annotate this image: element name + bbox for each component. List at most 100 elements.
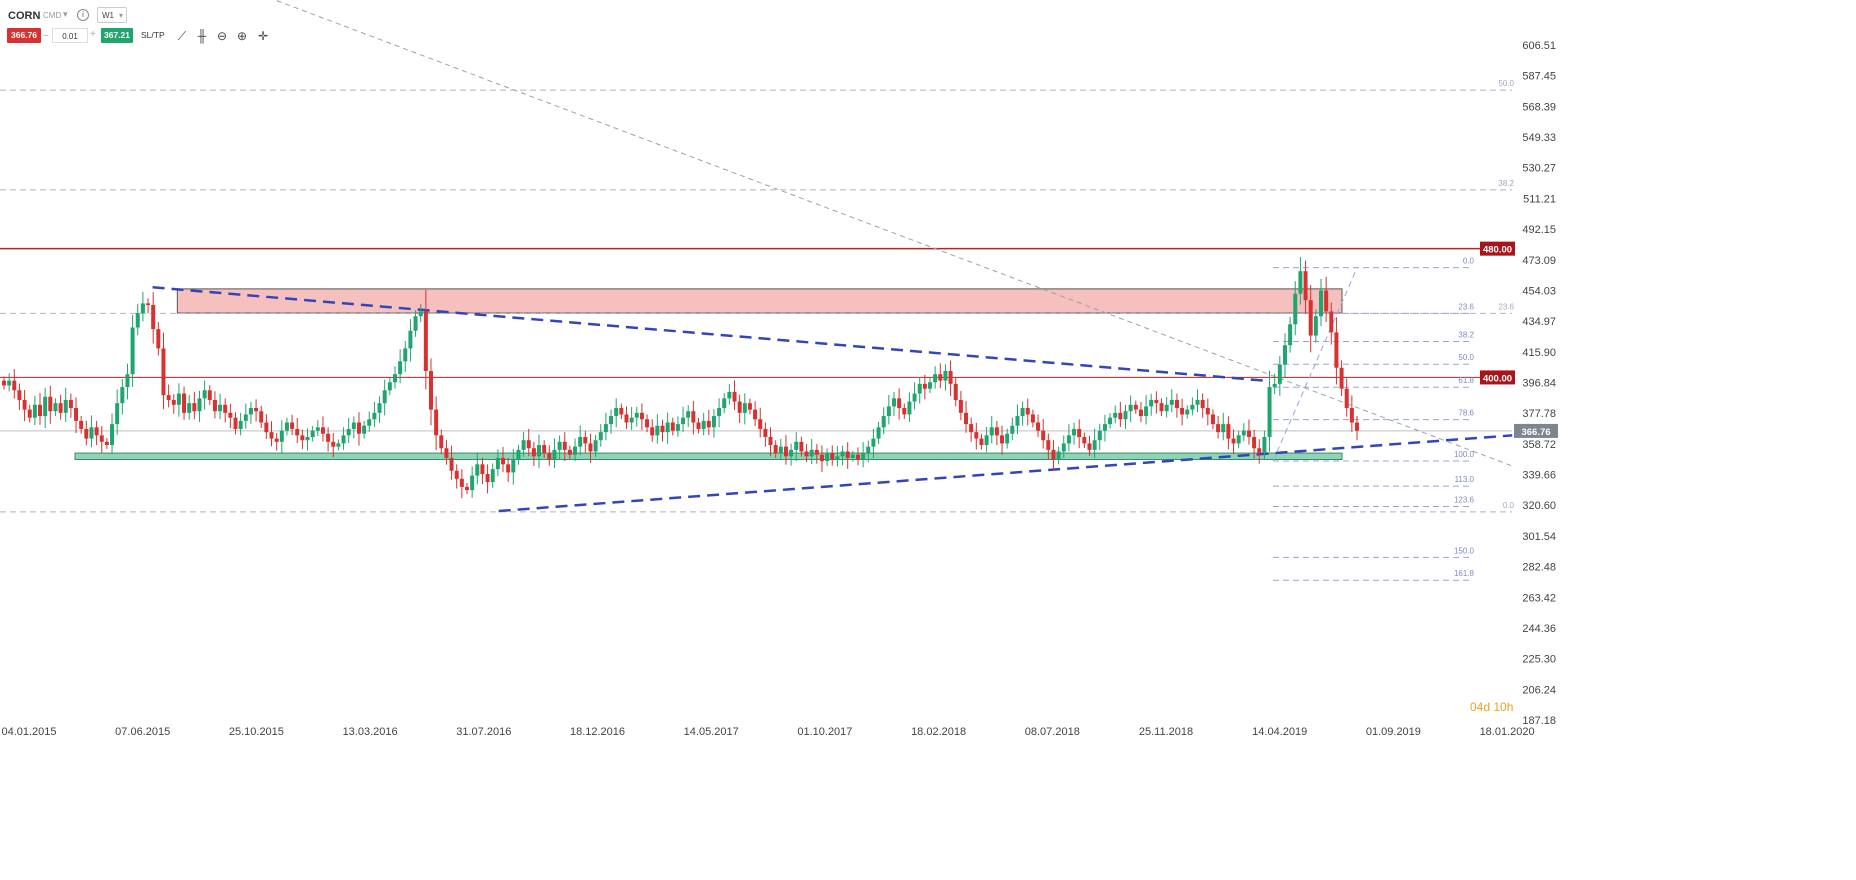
candle-body bbox=[274, 438, 279, 442]
decrease-quantity-button[interactable]: – bbox=[43, 30, 49, 41]
candle-body bbox=[269, 432, 274, 439]
candle-body bbox=[1108, 417, 1113, 425]
candle-body bbox=[778, 446, 783, 454]
line-chart-icon[interactable]: ⟋ bbox=[177, 29, 187, 43]
fib-recent-label: 23.6 bbox=[1458, 302, 1474, 311]
candle-body bbox=[789, 449, 794, 457]
chevron-down-icon[interactable]: ▾ bbox=[63, 9, 68, 19]
candle-body bbox=[32, 404, 37, 418]
candle-body bbox=[1092, 440, 1097, 450]
y-tick-label: 396.84 bbox=[1522, 378, 1556, 390]
candle-body bbox=[583, 436, 588, 444]
candle-body bbox=[814, 449, 819, 455]
candle-body bbox=[1046, 440, 1051, 450]
candle-body bbox=[886, 406, 891, 417]
candle-body bbox=[701, 420, 706, 429]
down-trend-line bbox=[152, 286, 1266, 382]
crosshair-icon[interactable]: ✛ bbox=[257, 29, 269, 43]
x-tick-label: 07.06.2015 bbox=[115, 726, 170, 738]
y-tick-label: 606.51 bbox=[1522, 40, 1556, 52]
increase-quantity-button[interactable]: + bbox=[90, 29, 96, 40]
candle-body bbox=[485, 474, 490, 483]
sell-button[interactable]: 366.76 bbox=[7, 28, 41, 43]
x-tick-label: 31.07.2016 bbox=[456, 726, 511, 738]
y-tick-label: 187.18 bbox=[1522, 715, 1556, 727]
candle-body bbox=[1036, 422, 1041, 431]
candle-body bbox=[645, 419, 650, 428]
candle-body bbox=[1180, 408, 1185, 415]
candle-body bbox=[171, 399, 176, 405]
candle-body bbox=[1257, 448, 1262, 454]
x-tick-label: 14.05.2017 bbox=[684, 726, 739, 738]
buy-button[interactable]: 367.21 bbox=[101, 28, 133, 43]
y-tick-label: 263.42 bbox=[1522, 592, 1556, 604]
candle-body bbox=[1339, 367, 1344, 389]
trendlines-layer bbox=[152, 0, 1513, 513]
candle-body bbox=[428, 370, 433, 410]
candle-body bbox=[367, 419, 372, 426]
candle-body bbox=[928, 382, 933, 389]
candle-body bbox=[660, 425, 665, 433]
zoom-out-icon[interactable]: ⊖ bbox=[216, 29, 228, 43]
candles-layer bbox=[2, 257, 1359, 499]
market-label: CMD bbox=[43, 11, 62, 20]
candle-body bbox=[1313, 316, 1318, 336]
candle-body bbox=[876, 427, 881, 439]
candle-body bbox=[413, 316, 418, 331]
candle-body bbox=[1087, 443, 1092, 450]
fibonacci-layer: 50.0 38.2 23.6 0.0 0.0 23.6 38.2 50.0 61.8 78.6 10… bbox=[0, 79, 1515, 581]
candles-icon[interactable]: ╫ bbox=[197, 29, 207, 43]
candle-body bbox=[336, 443, 341, 447]
y-tick-label: 530.27 bbox=[1522, 163, 1556, 175]
candle-body bbox=[1015, 416, 1020, 426]
candle-body bbox=[63, 399, 68, 413]
candle-body bbox=[1324, 290, 1329, 312]
candle-body bbox=[1252, 436, 1257, 449]
candle-body bbox=[567, 449, 572, 455]
candle-body bbox=[1344, 388, 1349, 409]
candle-body bbox=[1267, 387, 1272, 437]
countdown-hours: 10h bbox=[1493, 700, 1514, 714]
candle-body bbox=[43, 396, 48, 417]
candle-body bbox=[794, 441, 799, 450]
info-icon[interactable]: i bbox=[77, 9, 89, 21]
candle-body bbox=[218, 404, 223, 412]
candle-body bbox=[1118, 412, 1123, 420]
candle-body bbox=[1169, 399, 1174, 405]
price-label-box bbox=[1514, 423, 1558, 438]
symbol-name[interactable]: CORN bbox=[8, 10, 41, 22]
resistance-zone bbox=[176, 288, 1343, 314]
candle-body bbox=[891, 398, 896, 407]
candle-body bbox=[243, 414, 248, 421]
candle-body bbox=[526, 440, 531, 449]
candle-body bbox=[825, 453, 830, 462]
candle-body bbox=[819, 454, 824, 462]
candle-body bbox=[639, 412, 644, 420]
candle-body bbox=[1210, 414, 1215, 425]
candle-body bbox=[1303, 271, 1308, 301]
candle-body bbox=[521, 440, 526, 450]
candle-body bbox=[223, 404, 228, 413]
candle-body bbox=[809, 449, 814, 457]
candle-body bbox=[290, 422, 295, 429]
zoom-in-icon[interactable]: ⊕ bbox=[236, 29, 248, 43]
fib-recent-label: 113.0 bbox=[1455, 475, 1475, 484]
candle-body bbox=[2, 380, 6, 386]
fib-long-label: 50.0 bbox=[1498, 79, 1514, 88]
candle-body bbox=[1051, 449, 1056, 460]
candle-body bbox=[881, 416, 886, 428]
candle-body bbox=[840, 451, 845, 457]
y-tick-label: 244.36 bbox=[1522, 623, 1556, 635]
sltp-button[interactable]: SL/TP bbox=[141, 30, 165, 40]
quantity-input[interactable]: 0.01 bbox=[52, 28, 88, 43]
candle-body bbox=[403, 348, 408, 362]
candle-body bbox=[1205, 408, 1210, 415]
candle-body bbox=[557, 441, 562, 450]
timeframe-select[interactable]: W1 ▾ bbox=[97, 7, 127, 23]
y-axis: 606.51 587.45 568.39 549.33 530.27 511.21 492.… bbox=[1522, 40, 1556, 727]
x-axis: 04.01.2015 07.06.2015 25.10.2015 13.03.2016… bbox=[1, 726, 1534, 738]
candle-body bbox=[115, 403, 120, 425]
candle-body bbox=[681, 417, 686, 425]
candle-body bbox=[392, 374, 397, 383]
